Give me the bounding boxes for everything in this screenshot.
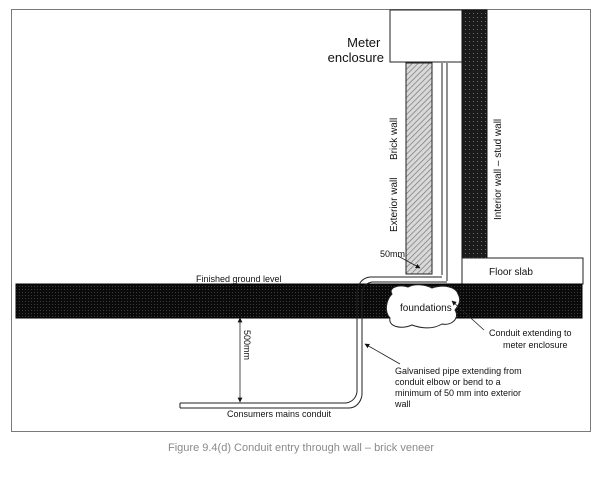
figure-frame [11,9,591,432]
brick-wall [405,62,433,275]
dimension-500mm-label: 500mm [242,330,252,360]
floor-slab-label: Floor slab [489,267,533,278]
galvanised-pipe-leader [364,343,401,365]
figure-caption: Figure 9.4(d) Conduit entry through wall… [168,442,434,454]
exterior-wall-label: Exterior wall [389,178,400,232]
dimension-50mm-leader [397,255,421,269]
conduit-pipe [179,63,448,409]
floor-slab [461,257,584,285]
consumers-mains-conduit-label: Consumers mains conduit [227,409,332,419]
conduit-extending-label: Conduit extending to meter enclosure [489,328,574,350]
ground-band [15,283,583,319]
foundations-label: foundations [400,303,452,314]
meter-enclosure-box [389,9,465,63]
conduit-extending-leader [451,300,485,331]
finished-ground-level-label: Finished ground level [196,274,282,284]
meter-enclosure-label: Meter enclosure [328,35,384,65]
galvanised-pipe-label: Galvanised pipe extending from conduit e… [394,366,524,409]
dimension-50mm-label: 50mm [380,249,405,259]
brick-wall-label: Brick wall [389,118,400,160]
interior-wall-label: Interior wall – stud wall [493,119,504,220]
interior-stud-wall [461,9,488,259]
foundations-shape [385,284,461,329]
